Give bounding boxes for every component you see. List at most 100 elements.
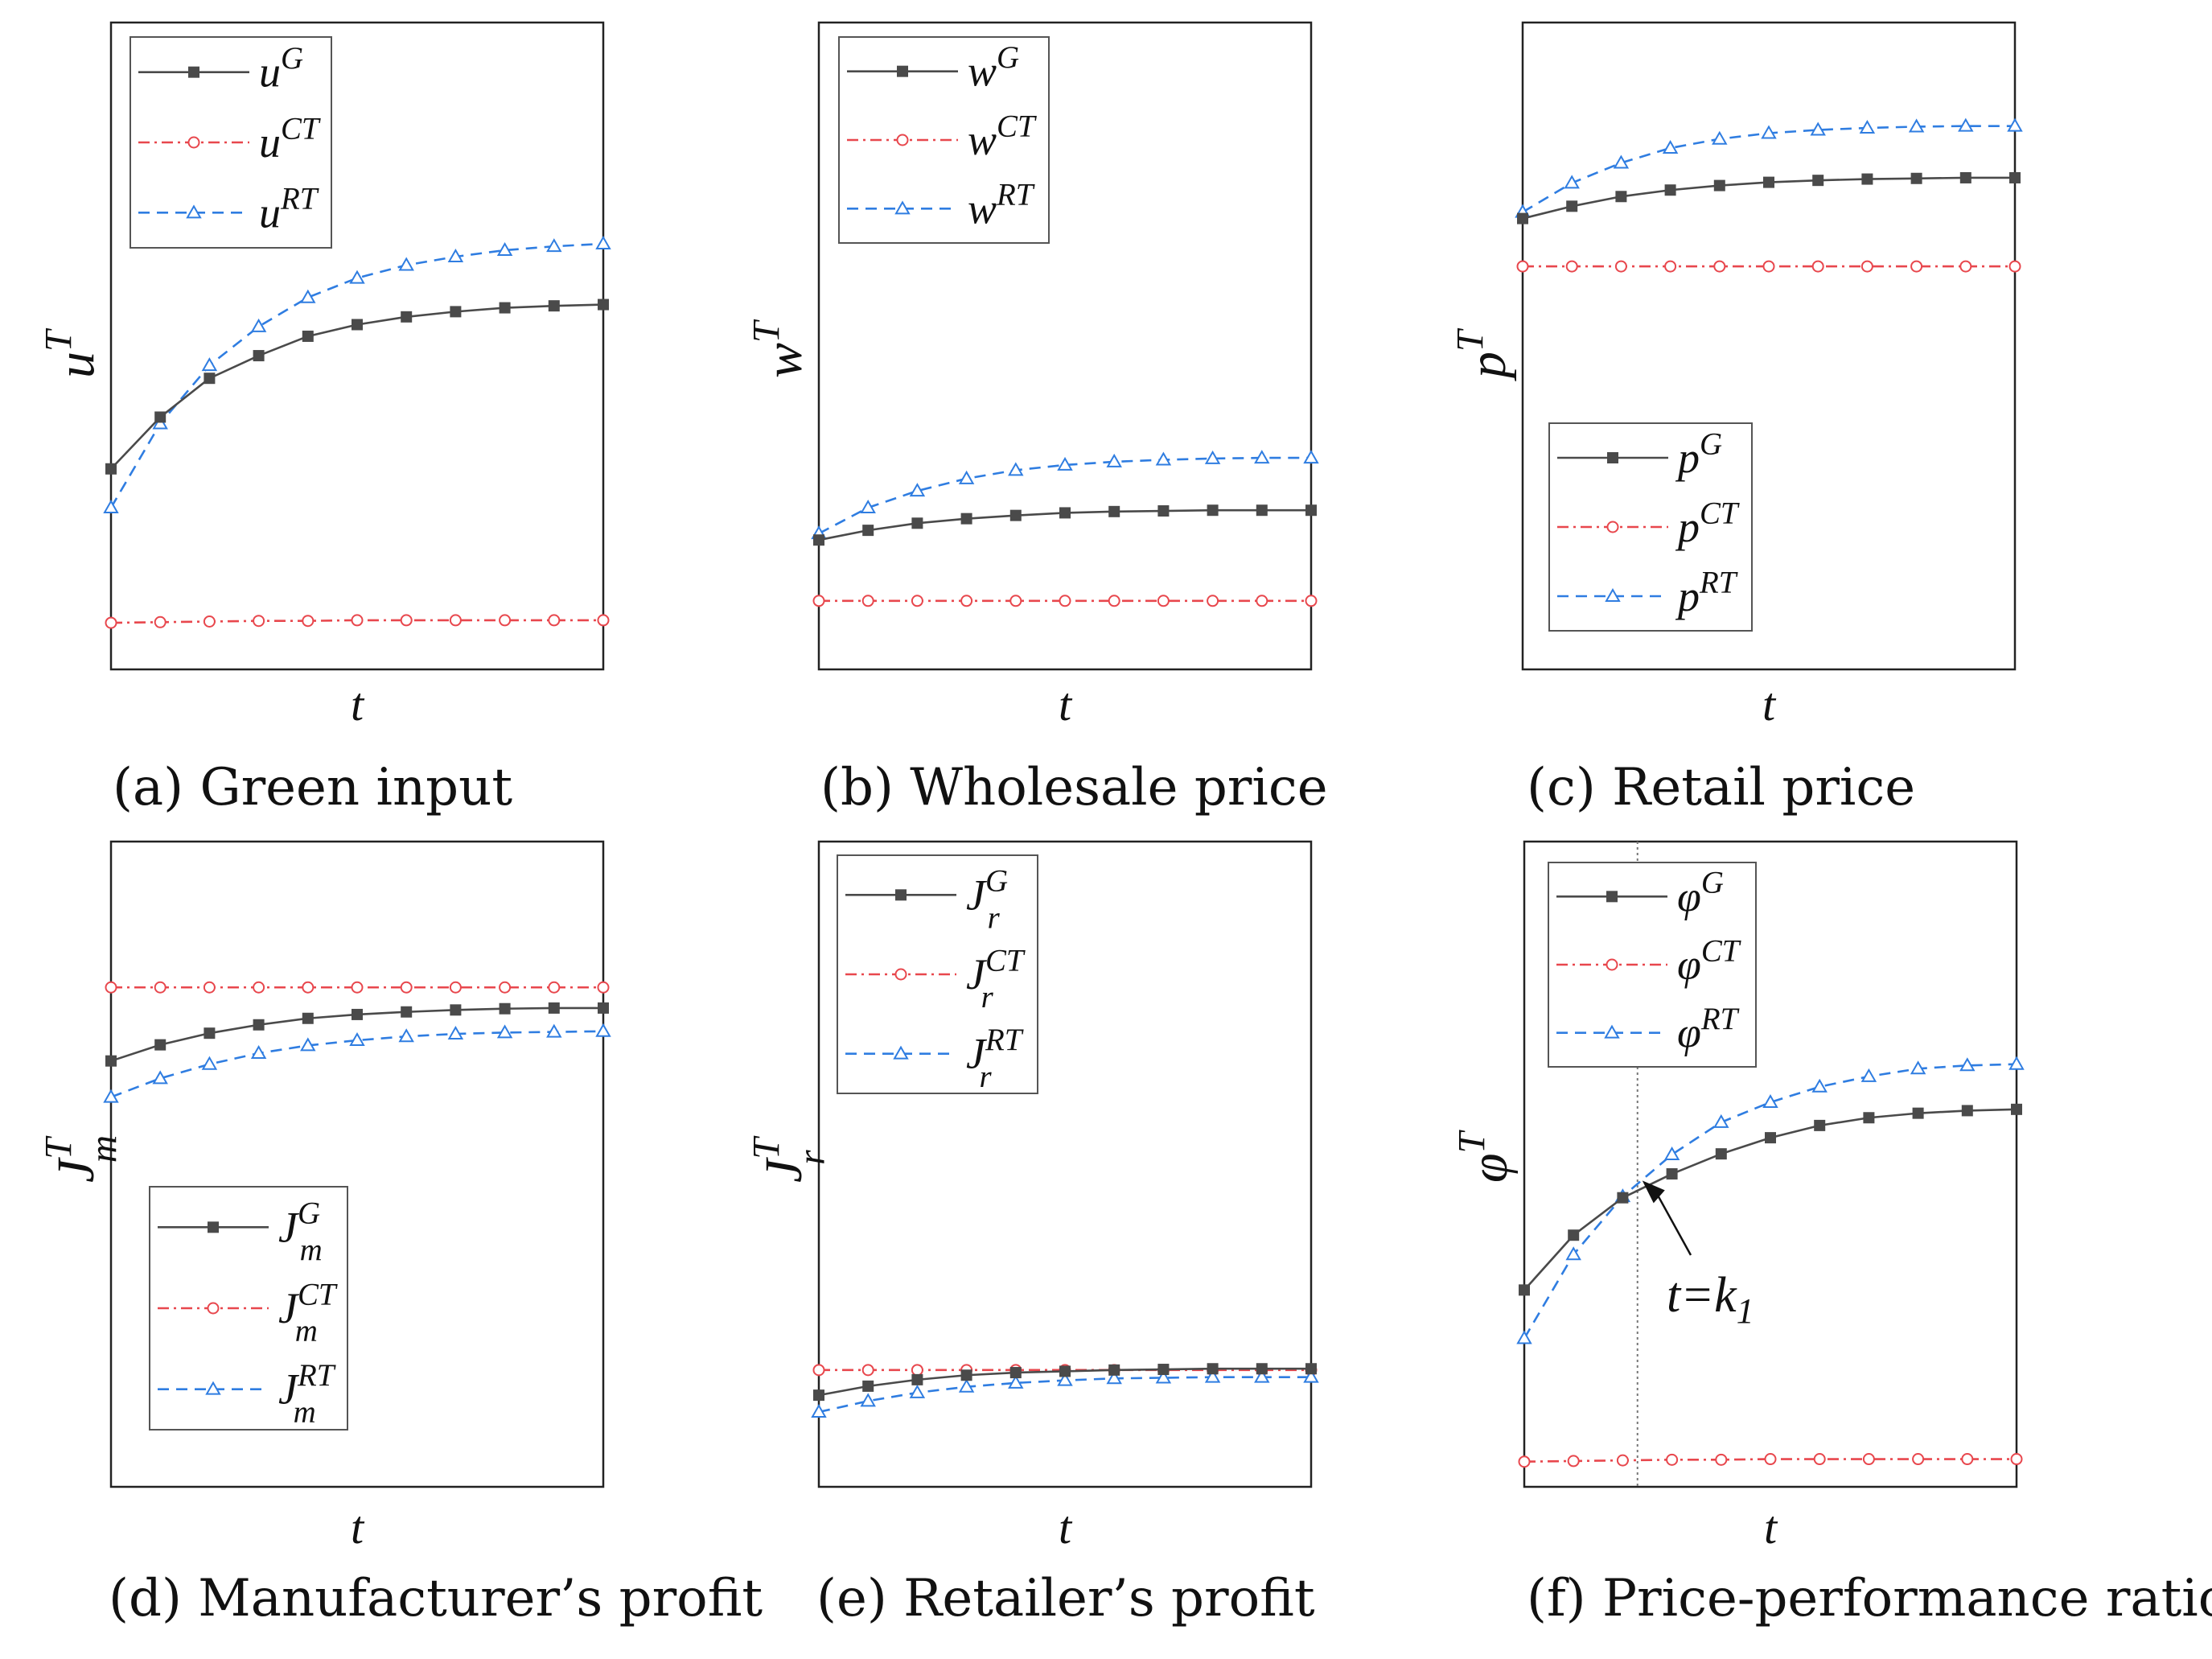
- data-point-G-b: [1108, 505, 1120, 517]
- legend-marker-RT: [1605, 587, 1621, 602]
- y-axis-label-d: JTm: [38, 1135, 125, 1183]
- data-point-RT-f: [1910, 1060, 1926, 1075]
- data-point-G-c: [2009, 171, 2021, 183]
- caption-d: (d) Manufacturer’s profit: [109, 1569, 763, 1628]
- data-point-G-a: [352, 319, 363, 331]
- data-point-CT-d: [253, 981, 265, 994]
- data-point-RT-f: [1811, 1078, 1828, 1093]
- legend-marker-RT: [1604, 1024, 1620, 1039]
- data-point-G-e: [1305, 1363, 1317, 1375]
- series-line-RT-f: [1523, 1063, 2017, 1340]
- data-point-G-a: [548, 300, 560, 312]
- legend-marker-CT: [1606, 958, 1618, 971]
- data-point-CT-c: [1713, 260, 1726, 273]
- data-point-G-b: [862, 525, 874, 537]
- panel-f: t=k1 φG φCT φRT t φT (f) Price-performance rat…: [1451, 840, 2212, 1628]
- data-point-CT-b: [1009, 595, 1022, 607]
- data-point-CT-b: [1059, 595, 1071, 607]
- legend-marker-RT: [205, 1381, 221, 1395]
- data-point-CT-d: [597, 981, 610, 994]
- legend-marker-CT: [894, 968, 907, 981]
- data-point-G-c: [1566, 200, 1578, 212]
- data-point-G-e: [813, 1389, 824, 1402]
- data-point-RT-d: [201, 1056, 218, 1070]
- data-point-G-c: [1910, 172, 1922, 184]
- data-point-CT-c: [1811, 260, 1824, 273]
- legend-b: wG wCT wRT: [838, 36, 1050, 244]
- data-point-CT-e: [812, 1364, 825, 1377]
- data-point-CT-d: [548, 981, 561, 994]
- data-point-RT-e: [958, 1378, 975, 1393]
- data-point-G-c: [1763, 176, 1774, 188]
- data-point-RT-f: [2008, 1056, 2025, 1070]
- legend-d: JG m JCT m JRT m: [149, 1186, 348, 1431]
- data-point-G-b: [813, 534, 824, 546]
- data-point-RT-a: [595, 235, 611, 249]
- data-point-CT-b: [812, 595, 825, 607]
- data-point-CT-c: [1860, 260, 1873, 273]
- y-axis-label-b: wT: [746, 319, 813, 378]
- data-point-RT-e: [1106, 1370, 1122, 1385]
- data-point-CT-a: [499, 614, 512, 627]
- data-point-CT-b: [1207, 595, 1219, 607]
- legend-label-G: φG: [1677, 866, 1724, 921]
- panel-c: pG pCT pRT t pT (c) Retail price: [1449, 21, 2023, 817]
- legend-marker-G: [1606, 891, 1618, 903]
- data-point-RT-e: [1254, 1369, 1270, 1383]
- data-point-RT-d: [447, 1025, 464, 1039]
- data-point-G-d: [105, 1055, 117, 1067]
- data-point-G-d: [401, 1006, 413, 1018]
- legend-e: JG r JCT r JRT r: [837, 854, 1038, 1094]
- x-axis-label-b: t: [1059, 678, 1073, 731]
- data-point-RT-d: [152, 1070, 168, 1085]
- data-point-G-f: [1814, 1119, 1826, 1131]
- data-point-G-e: [862, 1380, 874, 1392]
- data-point-G-d: [154, 1039, 167, 1051]
- data-point-G-b: [960, 513, 972, 525]
- data-point-G-a: [499, 302, 511, 314]
- y-axis-label-group-b: wT: [746, 319, 813, 378]
- x-axis-label-e: t: [1059, 1501, 1073, 1554]
- data-point-G-d: [352, 1008, 363, 1020]
- data-point-CT-a: [400, 614, 413, 627]
- x-axis-label-d: t: [351, 1501, 365, 1554]
- data-point-G-c: [1959, 171, 1971, 183]
- data-point-CT-b: [1305, 595, 1318, 607]
- data-point-G-d: [204, 1027, 216, 1039]
- legend-label-RT: pRT: [1675, 565, 1738, 620]
- data-point-G-e: [1207, 1363, 1219, 1375]
- data-point-RT-b: [1204, 450, 1221, 464]
- data-point-RT-f: [1860, 1068, 1877, 1082]
- data-point-CT-c: [1614, 260, 1627, 273]
- data-point-RT-b: [1106, 453, 1122, 467]
- data-point-CT-b: [1157, 595, 1170, 607]
- data-point-CT-d: [203, 981, 216, 994]
- data-point-G-a: [598, 298, 609, 311]
- data-point-G-f: [1715, 1148, 1727, 1160]
- data-point-G-a: [154, 411, 167, 423]
- data-point-RT-c: [1564, 175, 1580, 189]
- data-point-CT-a: [302, 615, 315, 628]
- data-point-CT-f: [1912, 1453, 1925, 1466]
- data-point-RT-c: [1908, 118, 1925, 133]
- legend-marker-G: [1607, 452, 1618, 463]
- legend-marker-CT: [207, 1302, 220, 1315]
- data-point-RT-b: [1155, 451, 1172, 466]
- plot-frame-a: [109, 21, 605, 671]
- data-point-G-e: [1157, 1364, 1170, 1376]
- data-point-RT-a: [152, 415, 168, 430]
- data-point-RT-c: [1859, 120, 1876, 134]
- data-point-CT-f: [1862, 1453, 1875, 1466]
- data-point-CT-a: [105, 616, 117, 629]
- data-point-G-f: [1863, 1112, 1875, 1124]
- y-axis-label-group-a: uT: [38, 327, 105, 378]
- data-point-G-f: [1765, 1132, 1776, 1144]
- data-point-G-f: [1568, 1229, 1580, 1241]
- data-point-G-b: [1009, 509, 1022, 521]
- legend-label-G: wG: [968, 40, 1019, 96]
- legend-marker-CT: [1606, 521, 1619, 533]
- data-point-G-f: [1519, 1284, 1530, 1296]
- data-point-RT-e: [1303, 1369, 1319, 1383]
- data-point-G-a: [253, 350, 265, 362]
- data-point-CT-a: [548, 614, 561, 627]
